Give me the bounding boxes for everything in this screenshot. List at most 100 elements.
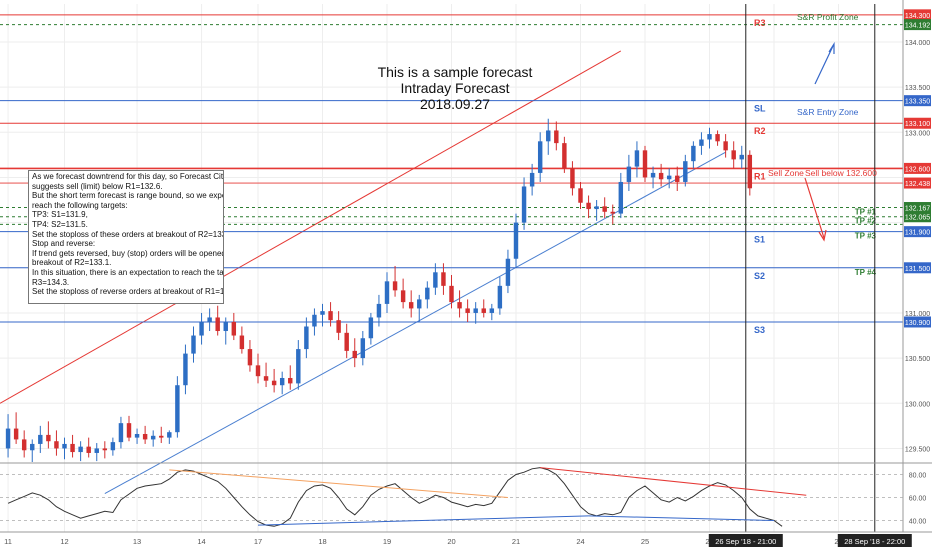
note-line-4: TP3: S1=131.9, bbox=[32, 210, 88, 220]
divergence-line-red bbox=[540, 467, 807, 496]
time-tick-label: 14 bbox=[197, 537, 205, 546]
price-tag-label: 132.600 bbox=[905, 166, 930, 173]
candle-body bbox=[207, 317, 212, 322]
level-label: S1 bbox=[754, 235, 765, 245]
candle-body bbox=[304, 326, 309, 350]
candle-body bbox=[747, 154, 753, 189]
entry-zone-label: S&R Entry Zone bbox=[797, 107, 859, 117]
level-label: TP #1 bbox=[855, 208, 877, 217]
note-line-5: TP4: S2=131.5. bbox=[32, 219, 88, 229]
candle-body bbox=[360, 338, 366, 359]
candle-body bbox=[650, 172, 656, 178]
price-tag-label: 132.438 bbox=[905, 181, 930, 188]
candle-body bbox=[408, 302, 414, 309]
candle-body bbox=[215, 317, 220, 332]
candle-body bbox=[683, 161, 688, 182]
time-highlight-tag bbox=[708, 534, 783, 547]
candle-body bbox=[94, 448, 99, 453]
level-label: R3 bbox=[754, 18, 766, 28]
level-label: SL bbox=[754, 104, 766, 114]
candle-body bbox=[400, 290, 406, 303]
target-label: TP #3 bbox=[855, 232, 877, 241]
note-line-10: breakout of R2=133.1. bbox=[32, 258, 112, 268]
candle-body bbox=[247, 349, 253, 366]
candle-body bbox=[505, 258, 511, 286]
title-line: 2018.09.27 bbox=[420, 96, 490, 112]
candle-body bbox=[513, 222, 519, 259]
candle-body bbox=[449, 285, 454, 303]
candle-body bbox=[570, 168, 575, 189]
price-tag bbox=[904, 262, 931, 274]
candle-body bbox=[167, 432, 172, 438]
price-tag-label: 133.350 bbox=[905, 99, 930, 106]
time-tick-label: 20 bbox=[447, 537, 455, 546]
candle-body bbox=[142, 433, 148, 440]
channel-upper-line bbox=[0, 50, 622, 404]
candle-body bbox=[296, 349, 301, 384]
candle-body bbox=[134, 433, 140, 438]
sr-levels: R3 134.300 134.192 SL 133.350 R2 133.100 R1 132.… bbox=[0, 9, 931, 335]
time-tick-label: 24 bbox=[576, 537, 584, 546]
candle-body bbox=[288, 377, 293, 384]
price-tag bbox=[904, 202, 931, 214]
candle-body bbox=[578, 188, 583, 203]
sell-below-label: Sell below 132.600 bbox=[805, 168, 877, 178]
note-line-6: Set the stoploss of these orders at brea… bbox=[32, 229, 224, 239]
price-tag-label: 132.065 bbox=[905, 215, 930, 222]
candle-body bbox=[30, 443, 35, 451]
note-line-9: If trend gets reversed, buy (stop) order… bbox=[32, 248, 224, 258]
divergence-line-blue bbox=[257, 515, 589, 526]
candle-body bbox=[239, 335, 245, 350]
level-label: R2 bbox=[754, 126, 766, 136]
candle-body bbox=[529, 172, 535, 187]
candle-body bbox=[54, 441, 59, 449]
candle-body bbox=[320, 311, 325, 315]
candle-body bbox=[62, 443, 67, 449]
candle-body bbox=[731, 150, 736, 160]
price-tag-label: 132.167 bbox=[905, 206, 930, 213]
candle-body bbox=[618, 181, 624, 214]
price-tag bbox=[904, 9, 931, 21]
candle-body bbox=[723, 141, 728, 151]
price-tick-label: 129.500 bbox=[905, 446, 930, 453]
candle-body bbox=[5, 428, 11, 449]
candle-body bbox=[739, 154, 744, 160]
candle-body bbox=[586, 202, 591, 210]
price-tag-label: 133.100 bbox=[905, 121, 930, 128]
candle-body bbox=[666, 175, 672, 180]
candle-body bbox=[126, 423, 132, 438]
time-tick-label: 13 bbox=[133, 537, 141, 546]
candle-body bbox=[634, 150, 640, 167]
candle-body bbox=[425, 287, 430, 300]
candle-body bbox=[46, 434, 51, 442]
candle-body bbox=[86, 446, 91, 453]
time-tick-label: 19 bbox=[383, 537, 391, 546]
oscillator-level-label: 40.00 bbox=[909, 519, 927, 526]
candle-body bbox=[159, 435, 164, 438]
candle-body bbox=[417, 299, 422, 309]
candle-body bbox=[715, 134, 720, 142]
candle-body bbox=[279, 377, 285, 386]
candle-body bbox=[263, 376, 269, 381]
sell-arrow-icon bbox=[804, 177, 825, 239]
note-line-1: suggests sell (limit) below R1=132.6. bbox=[32, 181, 163, 191]
candle-body bbox=[312, 314, 317, 327]
candle-body bbox=[344, 332, 349, 351]
time-highlight-tag bbox=[837, 534, 912, 547]
time-highlight-label: 26 Sep '18 - 21:00 bbox=[715, 537, 776, 546]
price-tick-label: 133.500 bbox=[905, 85, 930, 92]
candle-body bbox=[521, 186, 527, 223]
candle-body bbox=[497, 285, 503, 309]
candle-body bbox=[38, 434, 43, 444]
divergence-line-orange bbox=[169, 469, 508, 498]
candle-body bbox=[554, 130, 559, 144]
candle-body bbox=[231, 321, 237, 336]
candle-body bbox=[481, 308, 486, 313]
candle-body bbox=[642, 150, 648, 178]
candle-body bbox=[707, 134, 712, 140]
time-tick-label: 25 bbox=[641, 537, 649, 546]
price-axis: 129.500 130.000 130.500 131.000 133.000 133.5… bbox=[902, 0, 930, 532]
candle-body bbox=[691, 145, 696, 162]
oscillator-line bbox=[7, 467, 783, 527]
